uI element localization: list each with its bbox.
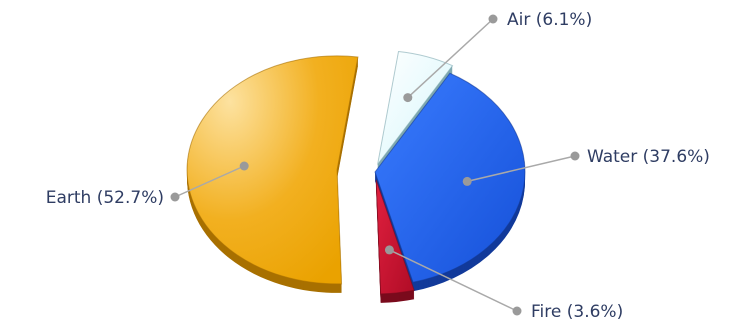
leader-line-fire [389, 249, 518, 312]
leader-line-air [407, 18, 494, 99]
leader-end-dot-fire [512, 306, 522, 316]
data-label-water: Water (37.6%) [587, 147, 710, 167]
pie-slice-water[interactable] [374, 72, 526, 283]
pie-slice-earth[interactable] [186, 55, 359, 285]
data-label-fire: Fire (3.6%) [531, 302, 623, 322]
data-label-air: Air (6.1%) [507, 10, 592, 30]
pie-slice-air[interactable] [377, 50, 454, 165]
leader-end-dot-water [570, 151, 580, 161]
leader-dot-earth [239, 161, 249, 171]
pie-slice-fire[interactable] [375, 179, 415, 295]
leader-dot-fire [384, 245, 394, 255]
leader-end-dot-air [488, 14, 498, 24]
leader-dot-air [403, 93, 413, 103]
leader-dot-water [462, 176, 472, 186]
data-label-earth: Earth (52.7%) [46, 188, 164, 208]
leader-end-dot-earth [170, 192, 180, 202]
leader-line-earth [174, 165, 245, 198]
leader-line-water [467, 155, 576, 183]
